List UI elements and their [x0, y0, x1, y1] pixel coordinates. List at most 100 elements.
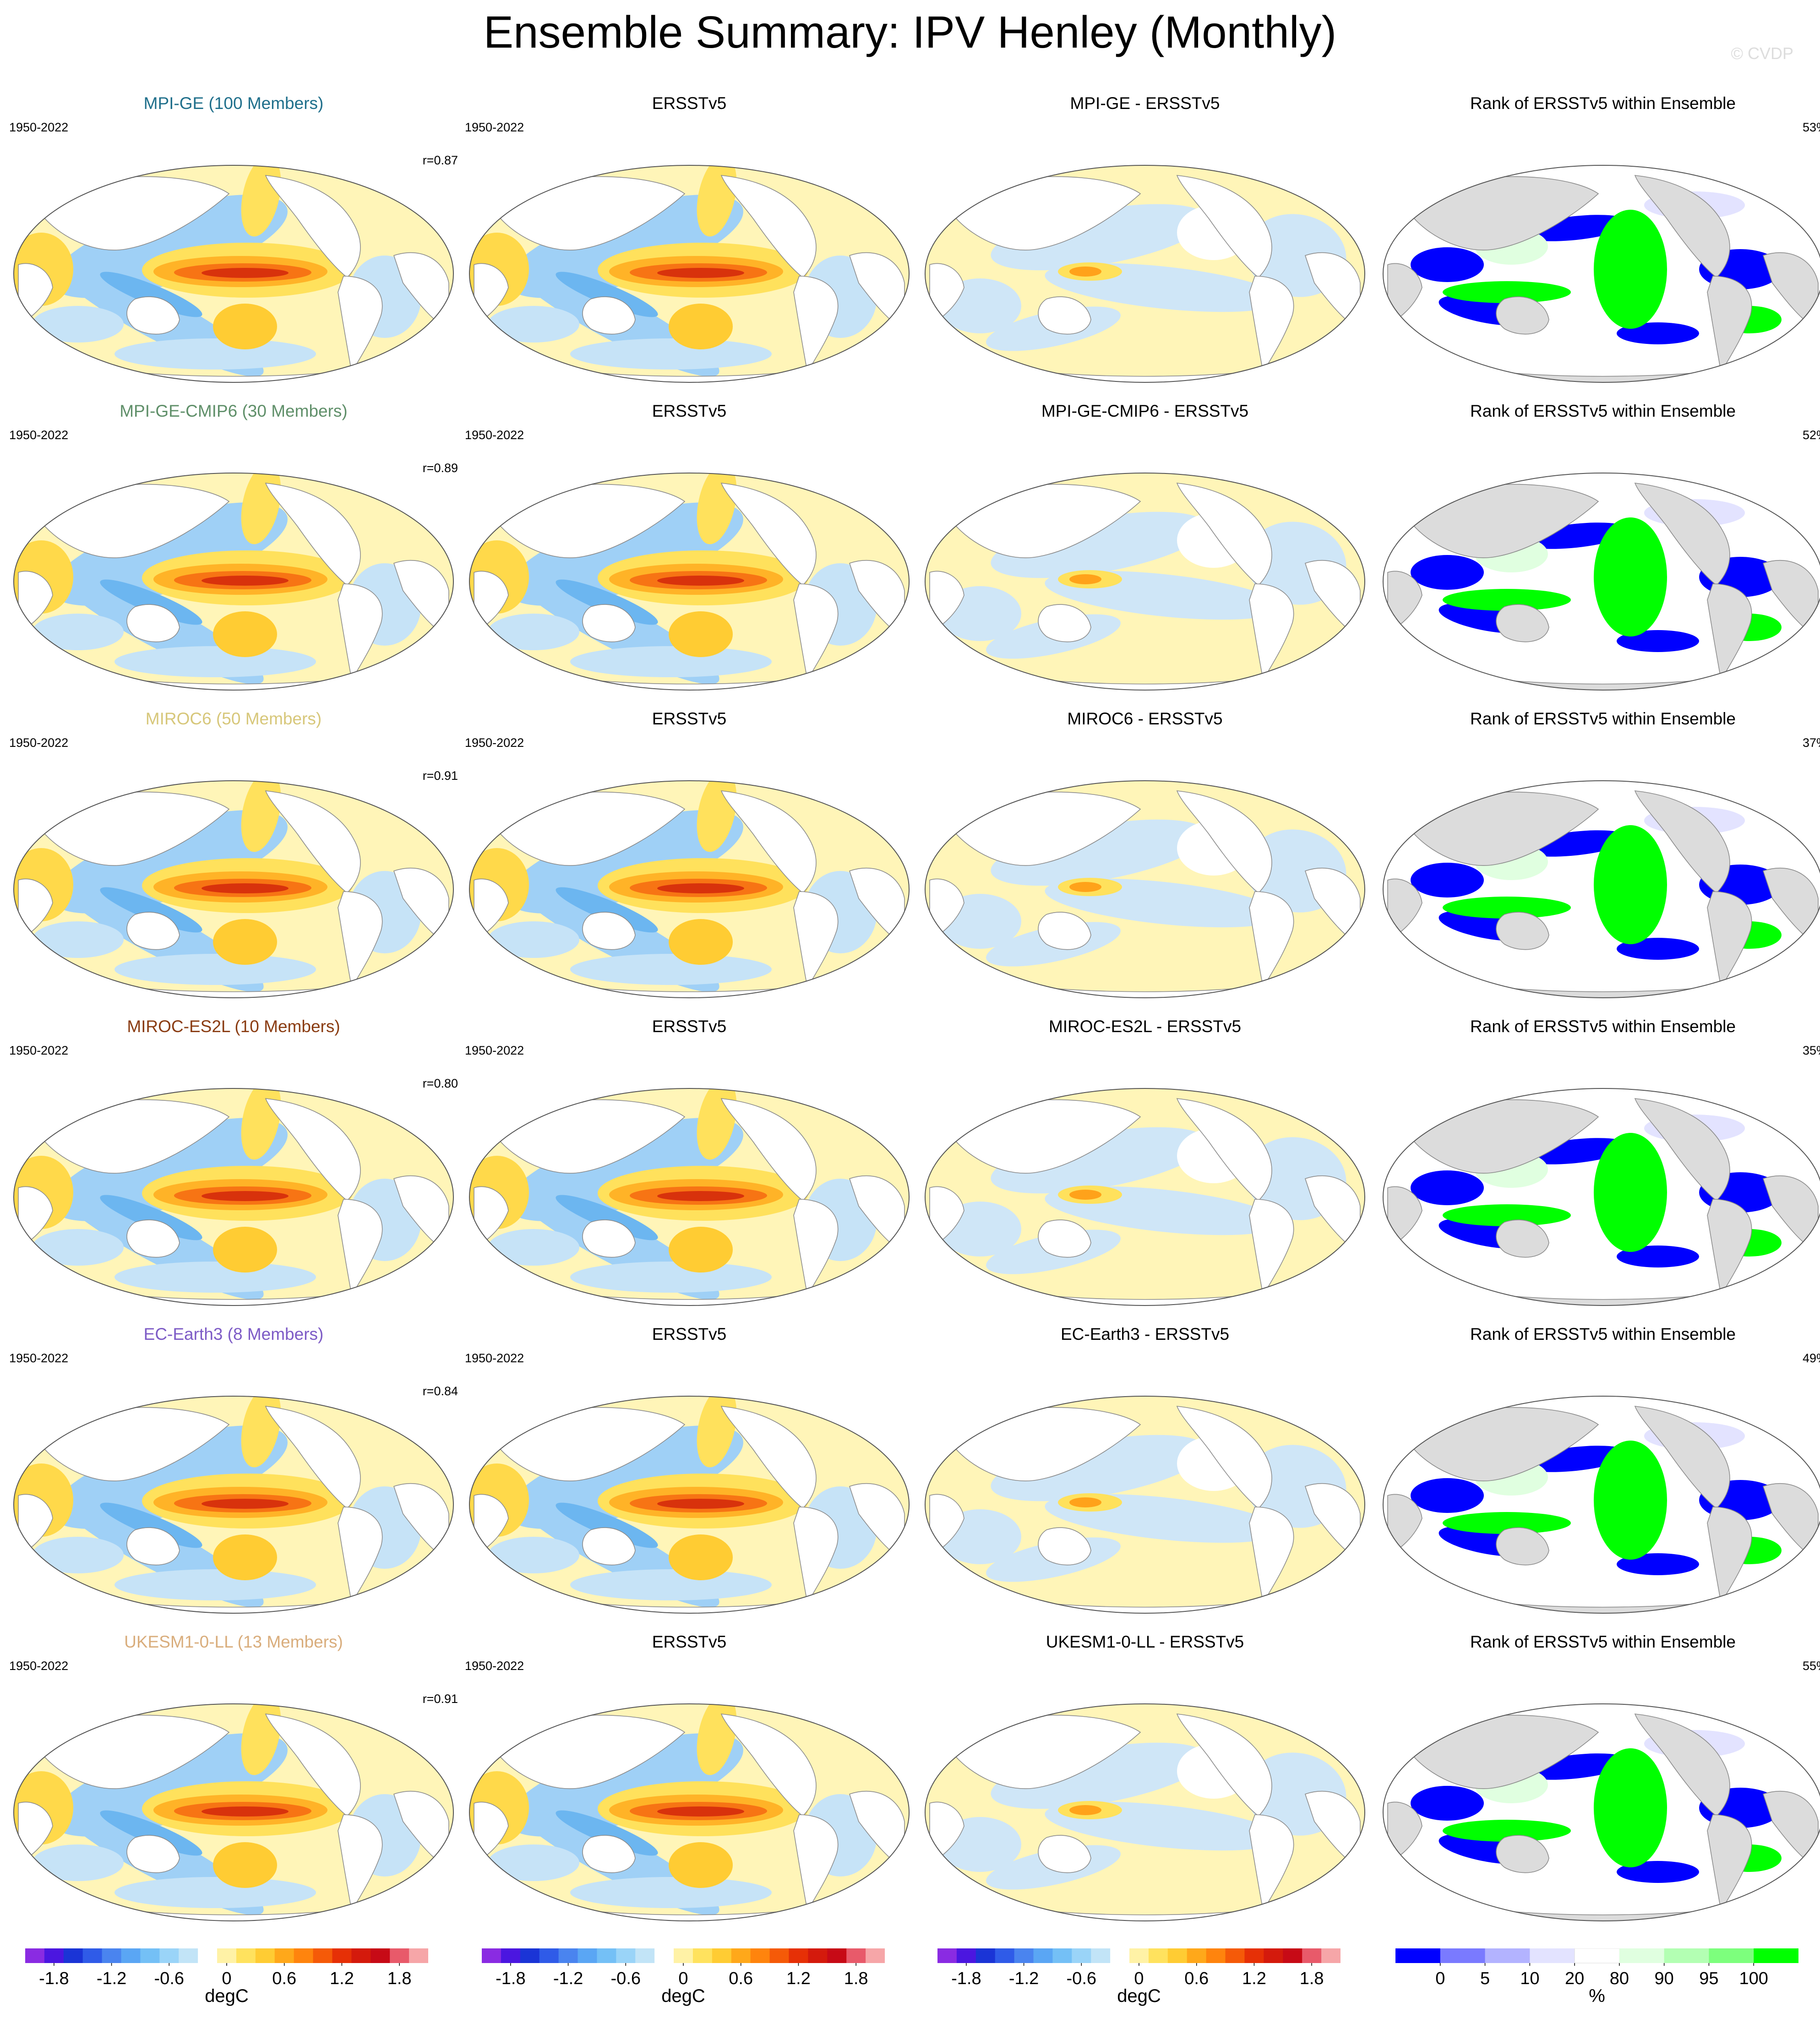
continent-outline: [720, 1713, 817, 1817]
rank-low-region: [1411, 555, 1484, 590]
continent-outline: [720, 790, 817, 894]
model-panel: MPI-GE (100 Members) 1950-2022 r=0.87: [9, 94, 458, 402]
negative-anomaly: [556, 1195, 658, 1240]
continent-outline: [1249, 1814, 1294, 1912]
map-content: [1383, 473, 1820, 690]
continent-outline: [126, 296, 180, 335]
model-panel: EC-Earth3 (8 Members) 1950-2022 r=0.84: [9, 1325, 458, 1632]
colorbar-tick-label: 0: [678, 1969, 688, 1988]
negative-anomaly: [32, 921, 124, 958]
obs-panel: ERSSTv5 1950-2022: [465, 402, 914, 709]
colorbar-swatch: [25, 1948, 45, 1963]
robinson-map: [1383, 1088, 1820, 1306]
field-layer: [1383, 1704, 1820, 1921]
negative-anomaly: [570, 1569, 772, 1600]
diff-panel: MPI-GE-CMIP6 - ERSSTv5: [921, 402, 1369, 709]
negative-anomaly: [991, 511, 1208, 578]
negative-anomaly: [488, 1844, 579, 1881]
diff-panel: EC-Earth3 - ERSSTv5: [921, 1325, 1369, 1632]
map-content: [469, 165, 909, 382]
negative-anomaly: [114, 646, 316, 677]
map-content: [14, 781, 453, 998]
negative-anomaly: [100, 272, 202, 317]
field-layer: [925, 781, 1365, 998]
colorbar-swatch: [654, 1948, 674, 1963]
positive-anomaly: [1069, 1190, 1101, 1200]
colorbar-swatch: [332, 1948, 352, 1963]
panel-title: MPI-GE-CMIP6 (30 Members): [120, 402, 348, 420]
colorbar-swatch: [63, 1948, 83, 1963]
rank-panel: Rank of ERSSTv5 within Ensemble 52%: [1379, 402, 1820, 709]
map-border: [469, 473, 910, 691]
colorbar-swatch: [1302, 1948, 1322, 1963]
panel-title: ERSSTv5: [652, 709, 727, 728]
obs-panel: ERSSTv5 1950-2022: [465, 709, 914, 1017]
rank-high-region: [1443, 1512, 1571, 1534]
continent-outline: [338, 1507, 383, 1605]
field-layer: [469, 1396, 909, 1613]
continent-outline: [1634, 483, 1730, 586]
panel-title: EC-Earth3 (8 Members): [143, 1325, 324, 1344]
rank-high-region: [1594, 210, 1667, 329]
robinson-map: [13, 1396, 454, 1614]
panel-title: MPI-GE-CMIP6 - ERSSTv5: [1041, 402, 1249, 420]
field-layer: [469, 473, 909, 690]
pattern-correlation: r=0.91: [422, 1692, 458, 1706]
positive-anomaly: [1099, 1247, 1246, 1275]
continent-outline: [1634, 175, 1730, 278]
continent-outline: [265, 1713, 361, 1817]
diff-panel: MIROC6 - ERSSTv5: [921, 709, 1369, 1017]
continent-outline: [265, 1098, 361, 1202]
map-border: [925, 1703, 1365, 1921]
positive-anomaly: [202, 1191, 289, 1201]
colorbar-swatch: [558, 1948, 578, 1963]
rank-percentage: 37%: [1802, 736, 1820, 750]
map-content: [925, 165, 1365, 382]
colorbar-swatch: [1244, 1948, 1264, 1963]
map-border: [1383, 1088, 1820, 1306]
colorbar-swatch: [937, 1948, 957, 1963]
diff-panel: MPI-GE - ERSSTv5: [921, 94, 1369, 402]
positive-anomaly: [1099, 1555, 1246, 1583]
positive-anomaly: [202, 1499, 289, 1509]
colorbar-swatch: [1187, 1948, 1207, 1963]
robinson-map: [925, 1396, 1365, 1614]
colorbar-label: %: [1589, 1986, 1605, 2006]
colorbar-swatch: [1052, 1948, 1072, 1963]
colorbar-swatch: [140, 1948, 160, 1963]
panel-title: UKESM1-0-LL (13 Members): [124, 1632, 343, 1651]
pattern-correlation: r=0.84: [422, 1384, 458, 1398]
robinson-map: [1383, 473, 1820, 691]
colorbar-tick-label: 0: [222, 1969, 231, 1988]
panel-title: UKESM1-0-LL - ERSSTv5: [1046, 1632, 1244, 1651]
colorbar-swatch: [789, 1948, 808, 1963]
period-label: 1950-2022: [9, 1044, 69, 1057]
panel-title: ERSSTv5: [652, 1632, 727, 1651]
rank-high-region: [1594, 1748, 1667, 1867]
colorbar-tick-label: 10: [1520, 1969, 1539, 1988]
colorbar-label: degC: [661, 1986, 705, 2006]
map-content: [925, 781, 1365, 998]
continent-outline: [338, 1814, 383, 1912]
colorbar-swatch: [1167, 1948, 1188, 1963]
pattern-correlation: r=0.91: [422, 769, 458, 783]
colorbar-swatch: [482, 1948, 501, 1963]
map-border: [925, 165, 1365, 383]
rank-percentage: 55%: [1802, 1659, 1820, 1673]
negative-anomaly: [991, 1127, 1208, 1194]
colorbar-swatch: [159, 1948, 179, 1963]
rank-low-region: [1411, 863, 1484, 897]
colorbar-diff: -1.8 -1.2 -0.6 0 0.6 1.2 1.8 degC: [937, 1948, 1340, 2008]
map-content: [1383, 165, 1820, 382]
positive-anomaly: [669, 1842, 733, 1888]
continent-outline: [1176, 1098, 1272, 1202]
rank-high-region: [1443, 589, 1571, 611]
positive-anomaly: [1069, 1805, 1101, 1815]
colorbar-swatch: [1709, 1948, 1754, 1963]
continent-outline: [1038, 912, 1091, 950]
positive-anomaly: [213, 1227, 277, 1273]
rank-low-region: [1617, 630, 1699, 652]
colorbar-swatch: [121, 1948, 141, 1963]
colorbar-swatch: [827, 1948, 847, 1963]
positive-anomaly: [1099, 324, 1246, 352]
